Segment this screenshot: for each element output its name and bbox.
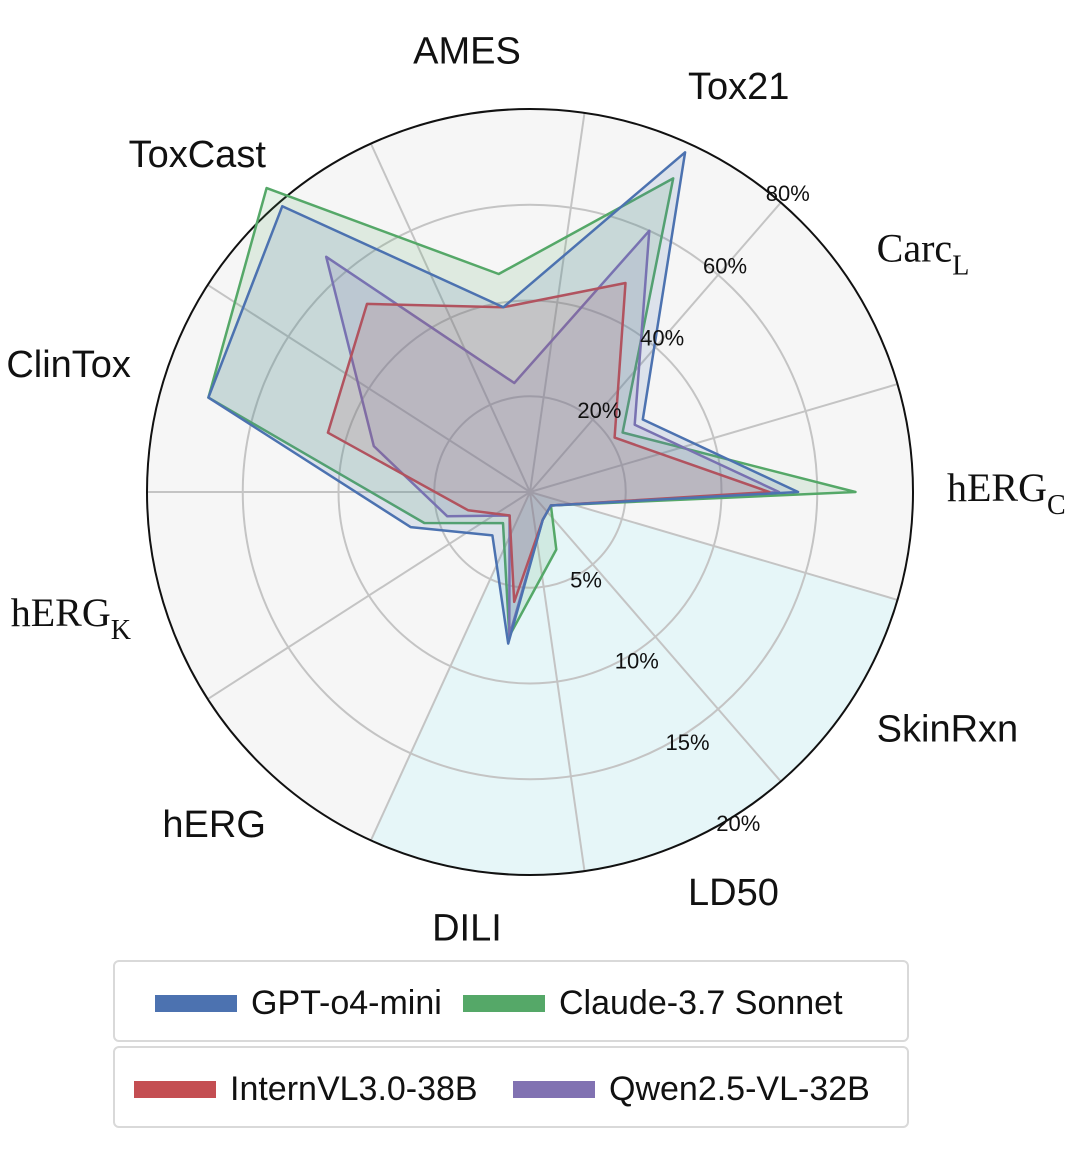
- legend-item-internvl: InternVL3.0-38B: [134, 1048, 478, 1130]
- axis-label-toxcast: ToxCast: [129, 134, 267, 176]
- axis-label-tox21: Tox21: [688, 66, 789, 108]
- lower-tick-label-3: 15%: [665, 730, 709, 755]
- upper-tick-label-4: 80%: [766, 181, 810, 206]
- grid-spoke: [529, 491, 586, 872]
- series-gpt-o4-mini: [207, 151, 800, 645]
- upper-tick-label-1: 20%: [577, 398, 621, 423]
- radar-chart: 20% 40% 60% 80% 5% 10% 15% 20% hERGC CarcL Tox21 A…: [6, 31, 1065, 950]
- lower-tick-label-1: 5%: [570, 567, 602, 592]
- axis-label-dili: DILI: [432, 908, 502, 950]
- axis-labels: hERGC CarcL Tox21 AMES ToxCast ClinTox hERGK hE…: [6, 31, 1065, 950]
- legend-swatch: [513, 1080, 595, 1098]
- outer-frame: [146, 108, 914, 876]
- grid-spoke: [207, 491, 531, 700]
- axis-label-ld50: LD50: [688, 872, 779, 914]
- axis-label-clintox: ClinTox: [6, 344, 131, 386]
- legend-item-gpt: GPT-o4-mini: [155, 962, 442, 1044]
- grid-spoke: [529, 491, 782, 783]
- series-claude-3-7-sonnet: [207, 177, 857, 638]
- upper-tick-label-2: 40%: [640, 326, 684, 351]
- lower-tick-label-2: 10%: [615, 649, 659, 674]
- legend-row-2: InternVL3.0-38B Qwen2.5-VL-32B: [113, 1046, 909, 1128]
- axis-label-carc_l: CarcL: [877, 226, 970, 282]
- grid: [146, 108, 914, 876]
- lower-sector-bg: [370, 492, 898, 875]
- legend-label: Claude-3.7 Sonnet: [559, 983, 843, 1022]
- grid-spoke: [529, 112, 586, 493]
- axis-label-herg_k: hERGK: [11, 590, 131, 646]
- axis-label-herg_c: hERGC: [947, 465, 1066, 521]
- grid-spoke: [529, 383, 898, 493]
- legend-label: Qwen2.5-VL-32B: [609, 1069, 870, 1108]
- legend-swatch: [155, 994, 237, 1012]
- series-polygons: [207, 151, 857, 645]
- grid-spoke: [369, 143, 531, 493]
- axis-label-herg: hERG: [162, 804, 265, 846]
- radial-tick-labels: 20% 40% 60% 80% 5% 10% 15% 20%: [570, 181, 810, 836]
- lower-tick-label-4: 20%: [716, 811, 760, 836]
- axis-label-skinrxn: SkinRxn: [877, 709, 1019, 751]
- upper-tick-label-3: 60%: [703, 253, 747, 278]
- legend-item-claude: Claude-3.7 Sonnet: [463, 962, 843, 1044]
- legend-swatch: [463, 994, 545, 1012]
- axis-label-ames: AMES: [413, 31, 521, 73]
- grid-spoke: [207, 284, 531, 493]
- legend-label: InternVL3.0-38B: [230, 1069, 478, 1108]
- legend-row-1: GPT-o4-mini Claude-3.7 Sonnet: [113, 960, 909, 1042]
- legend-swatch: [134, 1080, 216, 1098]
- legend-item-qwen: Qwen2.5-VL-32B: [513, 1048, 870, 1130]
- grid-spoke: [529, 491, 898, 601]
- legend-label: GPT-o4-mini: [251, 983, 442, 1022]
